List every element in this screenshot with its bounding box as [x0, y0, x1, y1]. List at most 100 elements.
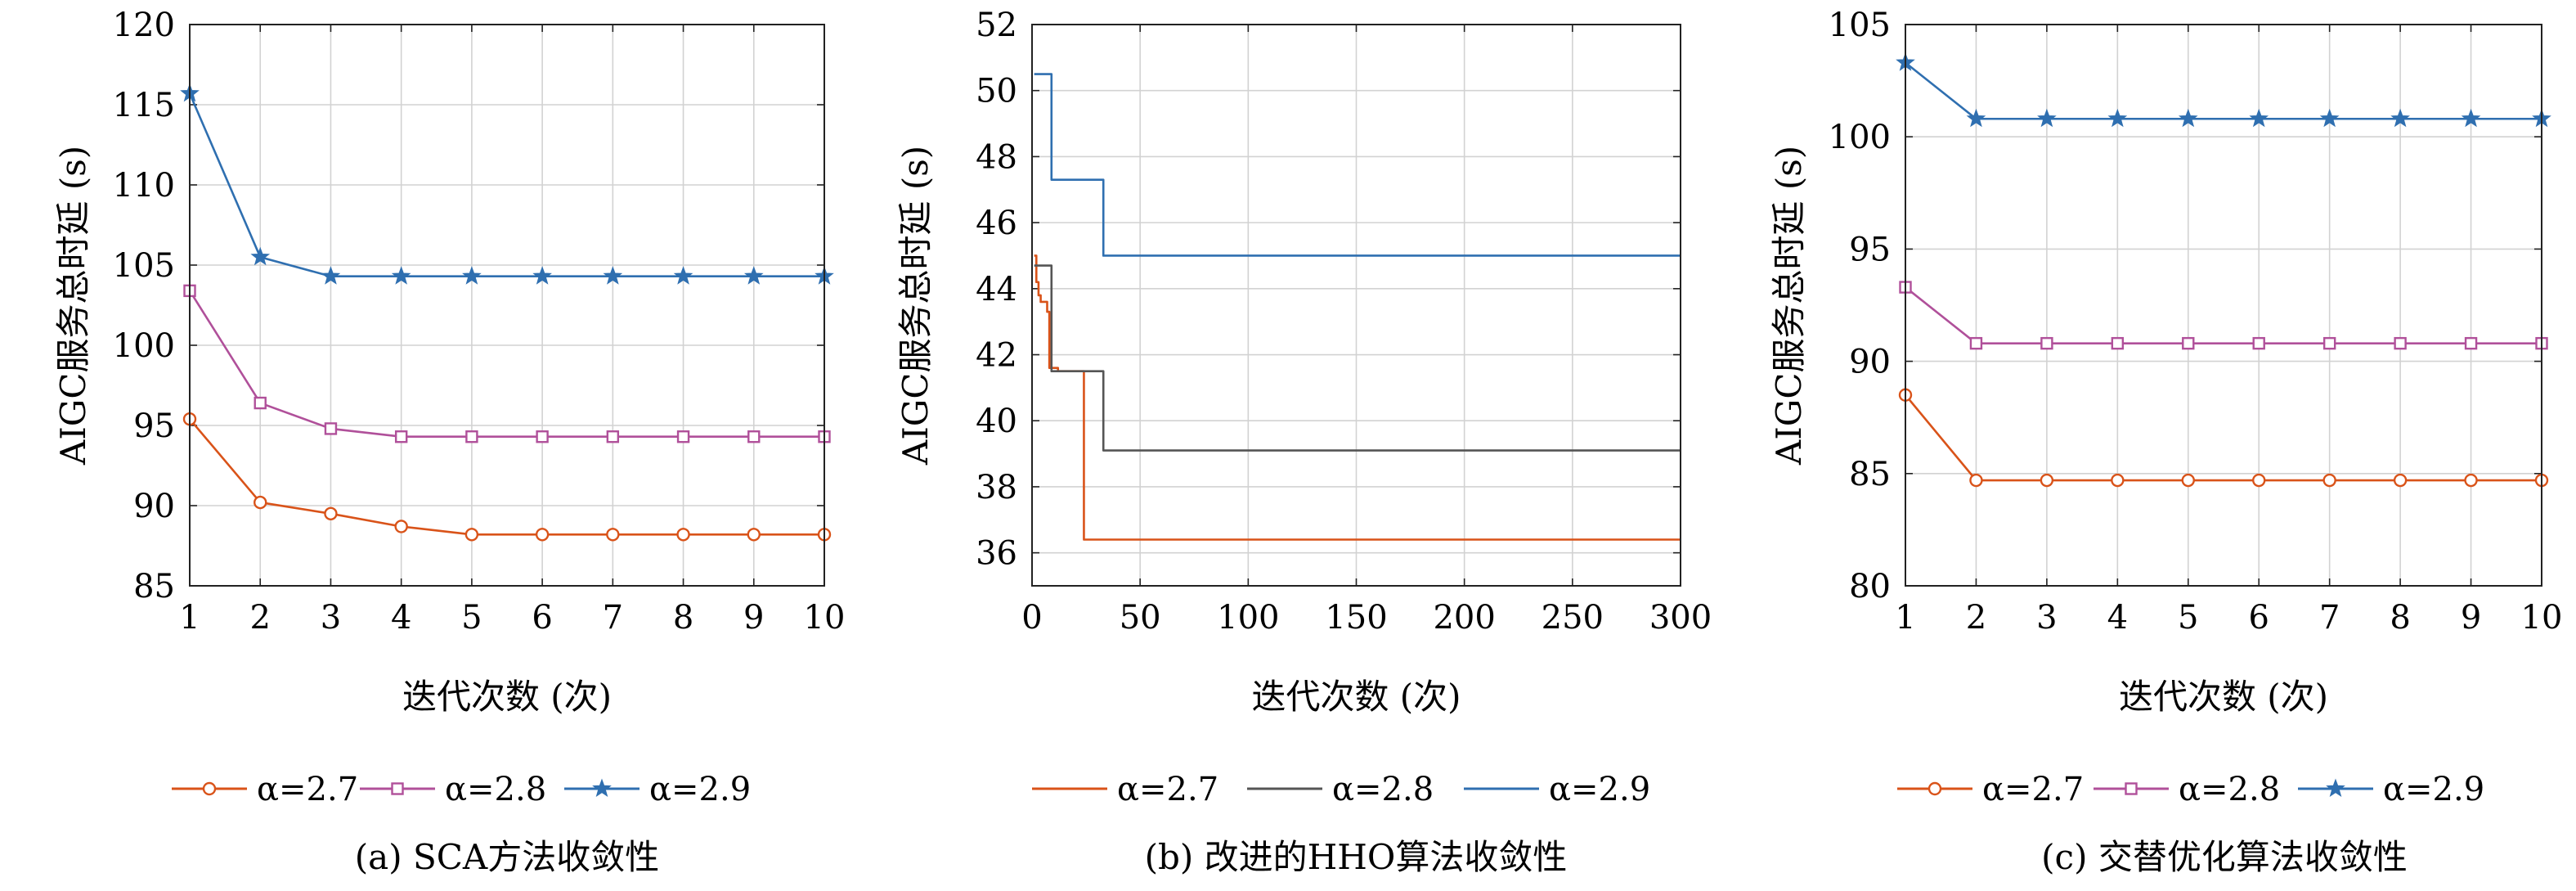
x-tick-label: 0	[1021, 599, 1042, 637]
x-tick-label: 50	[1120, 599, 1161, 637]
y-tick-label: 50	[976, 73, 1017, 110]
legend: α=2.7 α=2.8 α=2.9	[172, 771, 751, 808]
data-point	[250, 246, 271, 266]
x-axis: 1 2 3 4 5 6 7 8 9 10	[179, 25, 845, 637]
x-tick-label: 2	[1966, 599, 1986, 637]
data-point	[324, 422, 338, 435]
y-tick-label: 42	[976, 337, 1017, 375]
data-point	[2037, 108, 2057, 128]
y-tick-label: 110	[113, 167, 175, 205]
series-line-2	[1034, 264, 1681, 452]
data-point	[747, 430, 761, 443]
series-line-2	[188, 290, 824, 439]
x-tick-label: 8	[673, 599, 693, 637]
y-axis: 85 90 95 100 105 110 115 120	[113, 7, 824, 605]
x-tick-label: 300	[1649, 599, 1712, 637]
x-tick-label: 9	[743, 599, 764, 637]
x-axis: 0 50 100 150 200 250 300	[1021, 25, 1712, 637]
data-point	[2040, 336, 2053, 350]
x-tick-label: 8	[2390, 599, 2410, 637]
legend-label: α=2.8	[1332, 771, 1434, 808]
data-point	[2461, 108, 2481, 128]
x-tick-label: 1	[1895, 599, 1915, 637]
x-tick-label: 10	[804, 599, 846, 637]
data-point	[536, 430, 549, 443]
data-point	[465, 430, 478, 443]
x-tick-label: 2	[249, 599, 270, 637]
legend-label: α=2.9	[649, 771, 751, 808]
legend-label: α=2.8	[445, 771, 546, 808]
y-tick-label: 120	[113, 7, 175, 44]
y-tick-label: 95	[1849, 231, 1891, 268]
data-point	[394, 430, 408, 443]
data-point	[2319, 108, 2340, 128]
series-group	[180, 83, 834, 542]
data-point	[2249, 108, 2269, 128]
y-tick-label: 52	[976, 7, 1017, 44]
data-point	[394, 520, 408, 533]
legend-marker	[592, 778, 612, 798]
data-point	[2394, 336, 2407, 350]
y-tick-label: 105	[1829, 7, 1891, 44]
grid	[190, 25, 824, 586]
data-point	[673, 266, 693, 285]
chart-panel-1: 1 2 3 4 5 6 7 8 9 10 85 90 95 100 105 110 115 120 迭代次数 (次)…	[53, 7, 845, 877]
y-tick-label: 90	[133, 488, 175, 525]
y-tick-label: 36	[976, 535, 1017, 573]
x-tick-label: 7	[603, 599, 623, 637]
grid	[1032, 25, 1681, 586]
x-tick-label: 10	[2521, 599, 2563, 637]
series-line-1	[1904, 394, 2542, 482]
data-point	[603, 266, 623, 285]
series-line-1	[1034, 254, 1681, 541]
data-point	[2390, 108, 2410, 128]
legend-marker	[2125, 782, 2138, 795]
y-tick-label: 100	[1829, 119, 1891, 156]
chart-panel-3: 1 2 3 4 5 6 7 8 9 10 80 85 90 95 100 105 迭代次数 (次) AIGC服务总…	[1769, 7, 2562, 877]
plot-frame	[1905, 24, 2542, 587]
grid	[1905, 25, 2542, 586]
y-tick-label: 90	[1849, 344, 1891, 381]
y-axis: 36 38 40 42 44 46 48 50 52	[976, 7, 1681, 573]
data-point	[464, 528, 479, 542]
legend-label: α=2.7	[257, 771, 358, 808]
data-point	[324, 506, 338, 520]
data-point	[1966, 108, 1986, 128]
legend-marker	[2326, 778, 2345, 798]
y-tick-label: 95	[133, 407, 175, 445]
x-tick-label: 250	[1542, 599, 1604, 637]
y-axis-label: AIGC服务总时延 (s)	[895, 146, 936, 466]
y-tick-label: 40	[976, 403, 1017, 440]
x-tick-label: 7	[2319, 599, 2340, 637]
x-axis-label: 迭代次数 (次)	[1251, 677, 1461, 717]
y-axis-label: AIGC服务总时延 (s)	[1769, 146, 1809, 466]
data-point	[2111, 473, 2125, 488]
data-point	[606, 430, 620, 443]
x-tick-label: 6	[2248, 599, 2269, 637]
y-tick-label: 100	[113, 327, 175, 365]
data-point	[391, 266, 411, 285]
data-point	[2040, 473, 2054, 488]
data-point	[254, 495, 267, 510]
chart-caption: (c) 交替优化算法收敛性	[2041, 837, 2408, 877]
series-line-3	[188, 92, 824, 278]
data-point	[1969, 336, 1983, 350]
series-line-1	[189, 418, 824, 536]
y-axis-label: AIGC服务总时延 (s)	[53, 146, 93, 466]
data-point	[2464, 473, 2478, 488]
series-line-2	[1905, 286, 2542, 344]
x-tick-label: 6	[532, 599, 552, 637]
data-point	[2182, 336, 2195, 350]
x-tick-label: 3	[2036, 599, 2057, 637]
data-point	[535, 528, 550, 542]
x-tick-label: 3	[321, 599, 341, 637]
x-tick-label: 5	[461, 599, 482, 637]
x-tick-label: 5	[2178, 599, 2198, 637]
y-axis: 80 85 90 95 100 105	[1829, 7, 2542, 605]
data-point	[321, 266, 341, 285]
series-group	[1896, 52, 2551, 488]
data-point	[676, 528, 690, 542]
data-point	[2181, 473, 2195, 488]
x-tick-label: 200	[1433, 599, 1495, 637]
